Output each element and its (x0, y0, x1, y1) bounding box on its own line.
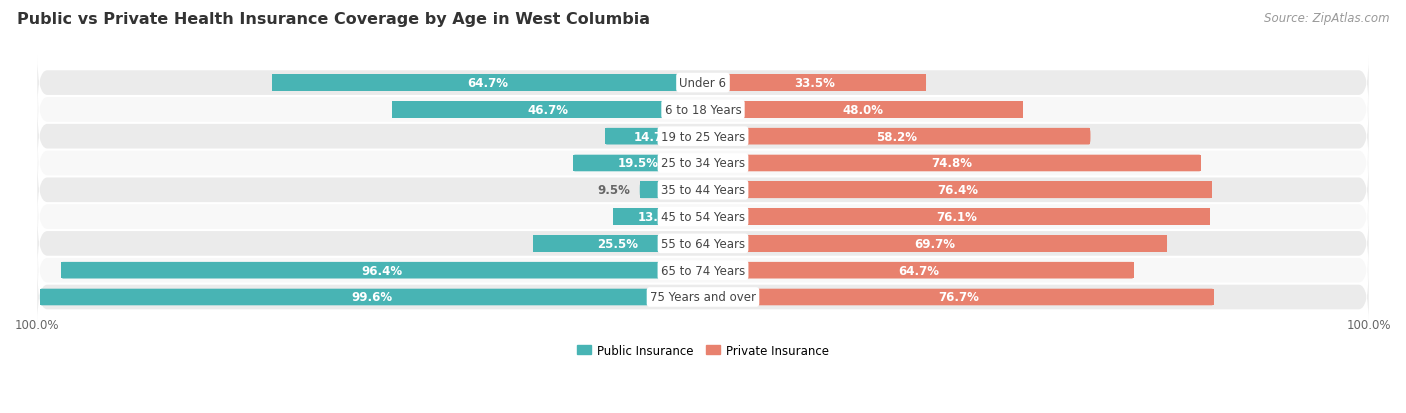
FancyBboxPatch shape (37, 269, 1369, 325)
Text: 35 to 44 Years: 35 to 44 Years (661, 184, 745, 197)
Text: 45 to 54 Years: 45 to 54 Years (661, 211, 745, 223)
Bar (605, 128, 703, 145)
Bar (703, 182, 1212, 199)
Text: 33.5%: 33.5% (794, 77, 835, 90)
FancyBboxPatch shape (37, 216, 1369, 272)
FancyBboxPatch shape (574, 155, 703, 172)
Text: 65 to 74 Years: 65 to 74 Years (661, 264, 745, 277)
Text: 76.1%: 76.1% (936, 211, 977, 223)
Text: 99.6%: 99.6% (352, 291, 392, 304)
Bar (703, 75, 927, 92)
FancyBboxPatch shape (37, 109, 1369, 165)
FancyBboxPatch shape (640, 182, 703, 199)
Text: 19.5%: 19.5% (617, 157, 658, 170)
Text: 25 to 34 Years: 25 to 34 Years (661, 157, 745, 170)
Text: 6 to 18 Years: 6 to 18 Years (665, 104, 741, 116)
FancyBboxPatch shape (703, 128, 1091, 145)
FancyBboxPatch shape (703, 262, 1133, 279)
FancyBboxPatch shape (703, 75, 927, 92)
Bar (640, 182, 703, 199)
FancyBboxPatch shape (533, 235, 703, 252)
Bar (62, 262, 703, 279)
Bar (703, 262, 1133, 279)
Legend: Public Insurance, Private Insurance: Public Insurance, Private Insurance (572, 339, 834, 361)
FancyBboxPatch shape (703, 102, 1022, 119)
Bar (703, 289, 1213, 306)
Text: 76.7%: 76.7% (938, 291, 979, 304)
Text: 46.7%: 46.7% (527, 104, 568, 116)
Bar (703, 235, 1167, 252)
FancyBboxPatch shape (703, 209, 1209, 225)
Bar (392, 102, 703, 119)
Text: 19 to 25 Years: 19 to 25 Years (661, 131, 745, 143)
Text: 69.7%: 69.7% (914, 237, 956, 250)
Bar (703, 155, 1201, 172)
Text: 96.4%: 96.4% (361, 264, 402, 277)
Bar (613, 209, 703, 225)
FancyBboxPatch shape (613, 209, 703, 225)
FancyBboxPatch shape (703, 182, 1212, 199)
Bar (703, 128, 1091, 145)
Bar (703, 209, 1209, 225)
Text: Source: ZipAtlas.com: Source: ZipAtlas.com (1264, 12, 1389, 25)
Bar (703, 102, 1022, 119)
FancyBboxPatch shape (37, 243, 1369, 298)
Text: 76.4%: 76.4% (936, 184, 977, 197)
Bar (574, 155, 703, 172)
FancyBboxPatch shape (37, 189, 1369, 245)
FancyBboxPatch shape (703, 289, 1213, 306)
Text: 48.0%: 48.0% (842, 104, 883, 116)
Text: 55 to 64 Years: 55 to 64 Years (661, 237, 745, 250)
Text: 13.5%: 13.5% (638, 211, 679, 223)
Text: Under 6: Under 6 (679, 77, 727, 90)
FancyBboxPatch shape (273, 75, 703, 92)
FancyBboxPatch shape (37, 82, 1369, 138)
Text: 64.7%: 64.7% (467, 77, 508, 90)
FancyBboxPatch shape (703, 155, 1201, 172)
Text: Public vs Private Health Insurance Coverage by Age in West Columbia: Public vs Private Health Insurance Cover… (17, 12, 650, 27)
FancyBboxPatch shape (392, 102, 703, 119)
Text: 58.2%: 58.2% (876, 131, 917, 143)
FancyBboxPatch shape (37, 136, 1369, 191)
FancyBboxPatch shape (37, 56, 1369, 111)
Text: 74.8%: 74.8% (932, 157, 973, 170)
Bar (273, 75, 703, 92)
Text: 75 Years and over: 75 Years and over (650, 291, 756, 304)
Text: 14.7%: 14.7% (634, 131, 675, 143)
FancyBboxPatch shape (605, 128, 703, 145)
Bar (533, 235, 703, 252)
FancyBboxPatch shape (37, 163, 1369, 218)
Text: 64.7%: 64.7% (898, 264, 939, 277)
FancyBboxPatch shape (62, 262, 703, 279)
FancyBboxPatch shape (703, 235, 1167, 252)
Bar (39, 289, 703, 306)
FancyBboxPatch shape (39, 289, 703, 306)
Text: 25.5%: 25.5% (598, 237, 638, 250)
Text: 9.5%: 9.5% (598, 184, 630, 197)
